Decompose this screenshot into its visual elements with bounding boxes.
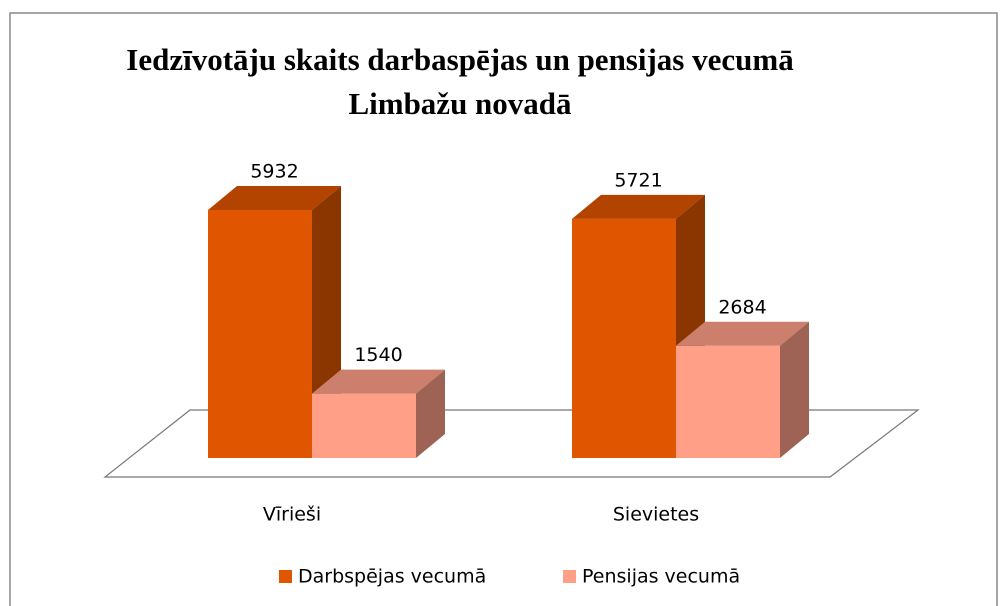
bar-top (676, 321, 809, 346)
value-label: 5721 (614, 169, 662, 191)
bar-side (780, 321, 809, 458)
value-label: 5932 (250, 161, 298, 183)
value-label: 2684 (718, 296, 766, 318)
chart-title: Iedzīvotāju skaits darbaspējas un pensij… (126, 42, 794, 121)
chart-frame (9, 12, 998, 606)
bar-top (572, 194, 705, 219)
bar-top (208, 186, 341, 210)
bar-front (572, 218, 676, 458)
legend-label: Darbspējas vecumā (298, 566, 486, 588)
x-tick-label: Vīrieši (263, 504, 321, 526)
legend-label: Pensijas vecumā (582, 566, 740, 588)
legend-swatch (563, 570, 576, 583)
bar-front (676, 345, 780, 458)
value-label: 1540 (354, 344, 402, 366)
legend-swatch (279, 570, 292, 583)
bar-front (312, 393, 416, 458)
bar-front (208, 210, 312, 458)
bar-side (416, 369, 445, 458)
bar-top (312, 369, 445, 394)
x-tick-label: Sievietes (613, 504, 699, 526)
